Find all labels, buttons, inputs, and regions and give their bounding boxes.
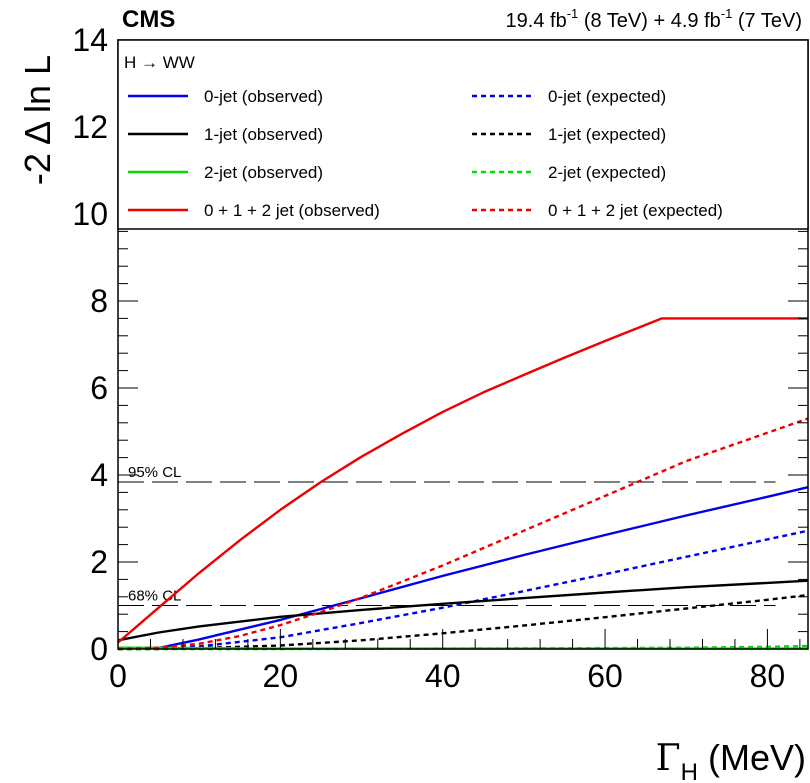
series-line-2 <box>117 579 809 642</box>
x-tick-label: 20 <box>263 658 299 694</box>
legend-label-observed-3: 0 + 1 + 2 jet (observed) <box>204 201 380 220</box>
series-line-0 <box>118 486 809 650</box>
legend-label-observed-0: 0-jet (observed) <box>204 87 323 106</box>
legend-label-expected-0: 0-jet (expected) <box>548 87 666 106</box>
x-tick-label: 0 <box>109 658 127 694</box>
legend-box <box>117 39 809 230</box>
series-line-6 <box>117 317 808 644</box>
legend-label-observed-2: 2-jet (observed) <box>204 163 323 182</box>
luminosity-label: 19.4 fb-1 (8 TeV) + 4.9 fb-1 (7 TeV) <box>506 6 802 32</box>
y-tick-label: 12 <box>72 109 108 145</box>
x-axis-title: ΓH (MeV) <box>656 737 806 783</box>
y-tick-label: 4 <box>90 457 108 493</box>
legend-label-expected-2: 2-jet (expected) <box>548 163 666 182</box>
y-tick-label: 2 <box>90 544 108 580</box>
x-tick-label: 60 <box>587 658 623 694</box>
axis-tick-labels: 0 20 40 60 80 0 2 4 6 8 10 12 14 <box>72 22 785 694</box>
lumi-8tev-exponent: -1 <box>567 6 579 21</box>
legend-label-expected-1: 1-jet (expected) <box>548 125 666 144</box>
y-tick-label: 10 <box>72 196 108 232</box>
y-tick-label: 8 <box>90 283 108 319</box>
legend: 0-jet (observed) 1-jet (observed) 2-jet (o… <box>128 87 723 220</box>
legend-process-label: H → WW <box>124 53 195 72</box>
x-tick-label: 80 <box>750 658 786 694</box>
legend-label-observed-1: 1-jet (observed) <box>204 125 323 144</box>
lumi-8tev: 19.4 fb <box>506 10 567 32</box>
y-axis-title: -2 Δ ln L <box>17 55 58 185</box>
y-tick-label: 6 <box>90 370 108 406</box>
experiment-label: CMS <box>122 6 175 33</box>
lumi-7tev: (8 TeV) + 4.9 fb <box>578 10 721 32</box>
y-tick-label: 14 <box>72 22 108 58</box>
x-axis-title-symbol: Γ <box>656 738 681 779</box>
lumi-7tev-energy: (7 TeV) <box>732 10 802 32</box>
lumi-7tev-exponent: -1 <box>721 6 733 21</box>
legend-label-expected-3: 0 + 1 + 2 jet (expected) <box>548 201 723 220</box>
x-axis-title-unit: (MeV) <box>698 737 806 778</box>
series-line-7 <box>117 417 809 651</box>
cl-label-0: 95% CL <box>128 464 181 481</box>
x-tick-label: 40 <box>425 658 461 694</box>
y-tick-label: 0 <box>90 631 108 667</box>
series-group <box>117 317 809 651</box>
x-axis-title-subscript: H <box>681 759 698 783</box>
